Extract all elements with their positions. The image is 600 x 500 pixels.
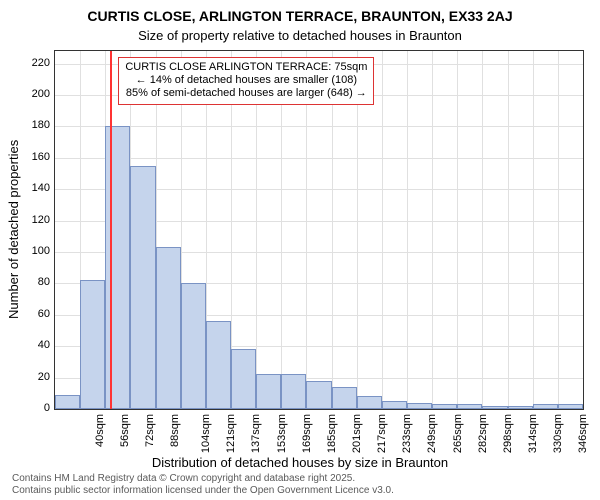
- gridline-v: [407, 51, 408, 409]
- histogram-bar: [533, 404, 558, 409]
- x-tick: 249sqm: [427, 414, 439, 453]
- gridline-v: [382, 51, 383, 409]
- x-tick: 153sqm: [276, 414, 288, 453]
- histogram-bar: [457, 404, 482, 409]
- x-tick: 346sqm: [577, 414, 589, 453]
- x-tick: 201sqm: [351, 414, 363, 453]
- histogram-bar: [357, 396, 382, 409]
- y-tick: 180: [10, 119, 50, 131]
- marker-line: [110, 51, 112, 409]
- histogram-bar: [130, 166, 155, 409]
- x-tick: 265sqm: [452, 414, 464, 453]
- x-tick: 169sqm: [301, 414, 313, 453]
- histogram-bar: [181, 283, 206, 409]
- y-tick: 40: [10, 339, 50, 351]
- x-tick: 282sqm: [477, 414, 489, 453]
- x-tick: 88sqm: [169, 414, 181, 447]
- x-tick: 185sqm: [326, 414, 338, 453]
- x-tick: 137sqm: [251, 414, 263, 453]
- y-axis-label: Number of detached properties: [6, 140, 21, 319]
- x-tick: 121sqm: [225, 414, 237, 453]
- chart-title: CURTIS CLOSE, ARLINGTON TERRACE, BRAUNTO…: [0, 8, 600, 24]
- histogram-bar: [558, 404, 583, 409]
- chart-container: CURTIS CLOSE, ARLINGTON TERRACE, BRAUNTO…: [0, 0, 600, 500]
- gridline-v: [533, 51, 534, 409]
- y-tick: 160: [10, 151, 50, 163]
- histogram-bar: [306, 381, 331, 409]
- y-tick: 120: [10, 214, 50, 226]
- histogram-bar: [105, 126, 130, 409]
- footer-line-1: Contains HM Land Registry data © Crown c…: [12, 473, 394, 485]
- gridline-v: [558, 51, 559, 409]
- x-axis-label: Distribution of detached houses by size …: [0, 455, 600, 470]
- y-tick: 0: [10, 402, 50, 414]
- gridline-v: [306, 51, 307, 409]
- y-tick: 200: [10, 88, 50, 100]
- histogram-bar: [156, 247, 181, 409]
- chart-subtitle: Size of property relative to detached ho…: [0, 28, 600, 43]
- y-tick: 80: [10, 276, 50, 288]
- plot-area: CURTIS CLOSE ARLINGTON TERRACE: 75sqm← 1…: [54, 50, 584, 410]
- x-tick: 72sqm: [144, 414, 156, 447]
- annotation-line: ← 14% of detached houses are smaller (10…: [125, 74, 367, 87]
- x-tick: 330sqm: [552, 414, 564, 453]
- y-tick: 60: [10, 308, 50, 320]
- gridline-v: [482, 51, 483, 409]
- gridline-h: [55, 158, 583, 159]
- histogram-bar: [332, 387, 357, 409]
- histogram-bar: [482, 406, 507, 409]
- annotation-line: CURTIS CLOSE ARLINGTON TERRACE: 75sqm: [125, 61, 367, 74]
- gridline-v: [281, 51, 282, 409]
- y-tick: 20: [10, 371, 50, 383]
- footer-line-2: Contains public sector information licen…: [12, 485, 394, 497]
- gridline-v: [457, 51, 458, 409]
- footer-attribution: Contains HM Land Registry data © Crown c…: [12, 473, 394, 496]
- gridline-v: [508, 51, 509, 409]
- histogram-bar: [407, 403, 432, 409]
- histogram-bar: [508, 406, 533, 409]
- histogram-bar: [231, 349, 256, 409]
- y-tick: 220: [10, 57, 50, 69]
- y-tick: 100: [10, 245, 50, 257]
- gridline-v: [357, 51, 358, 409]
- histogram-bar: [206, 321, 231, 409]
- x-tick: 217sqm: [376, 414, 388, 453]
- histogram-bar: [432, 404, 457, 409]
- x-tick: 314sqm: [527, 414, 539, 453]
- x-tick: 40sqm: [94, 414, 106, 447]
- histogram-bar: [80, 280, 105, 409]
- gridline-v: [332, 51, 333, 409]
- gridline-h: [55, 126, 583, 127]
- histogram-bar: [256, 374, 281, 409]
- x-tick: 298sqm: [502, 414, 514, 453]
- annotation-line: 85% of semi-detached houses are larger (…: [125, 87, 367, 100]
- histogram-bar: [55, 395, 80, 409]
- y-tick: 140: [10, 182, 50, 194]
- x-tick: 56sqm: [119, 414, 131, 447]
- gridline-v: [256, 51, 257, 409]
- gridline-v: [432, 51, 433, 409]
- x-tick: 233sqm: [401, 414, 413, 453]
- x-tick: 104sqm: [200, 414, 212, 453]
- histogram-bar: [281, 374, 306, 409]
- histogram-bar: [382, 401, 407, 409]
- annotation-box: CURTIS CLOSE ARLINGTON TERRACE: 75sqm← 1…: [118, 57, 374, 105]
